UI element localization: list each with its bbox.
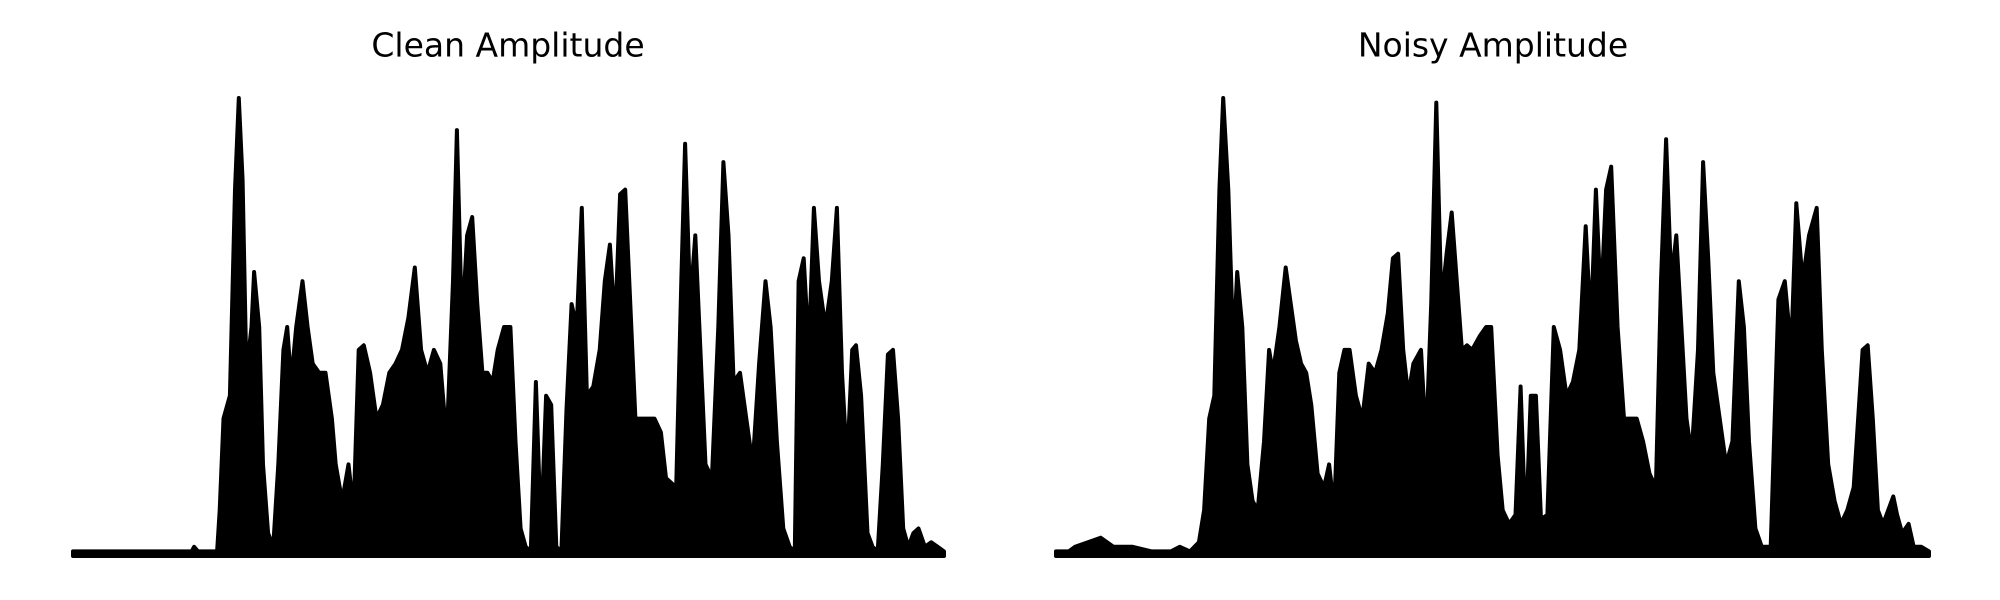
amplitude-area <box>1054 96 1931 558</box>
amplitude-area <box>71 96 946 558</box>
chart-title: Clean Amplitude <box>371 26 644 65</box>
chart-title: Noisy Amplitude <box>1358 26 1628 65</box>
